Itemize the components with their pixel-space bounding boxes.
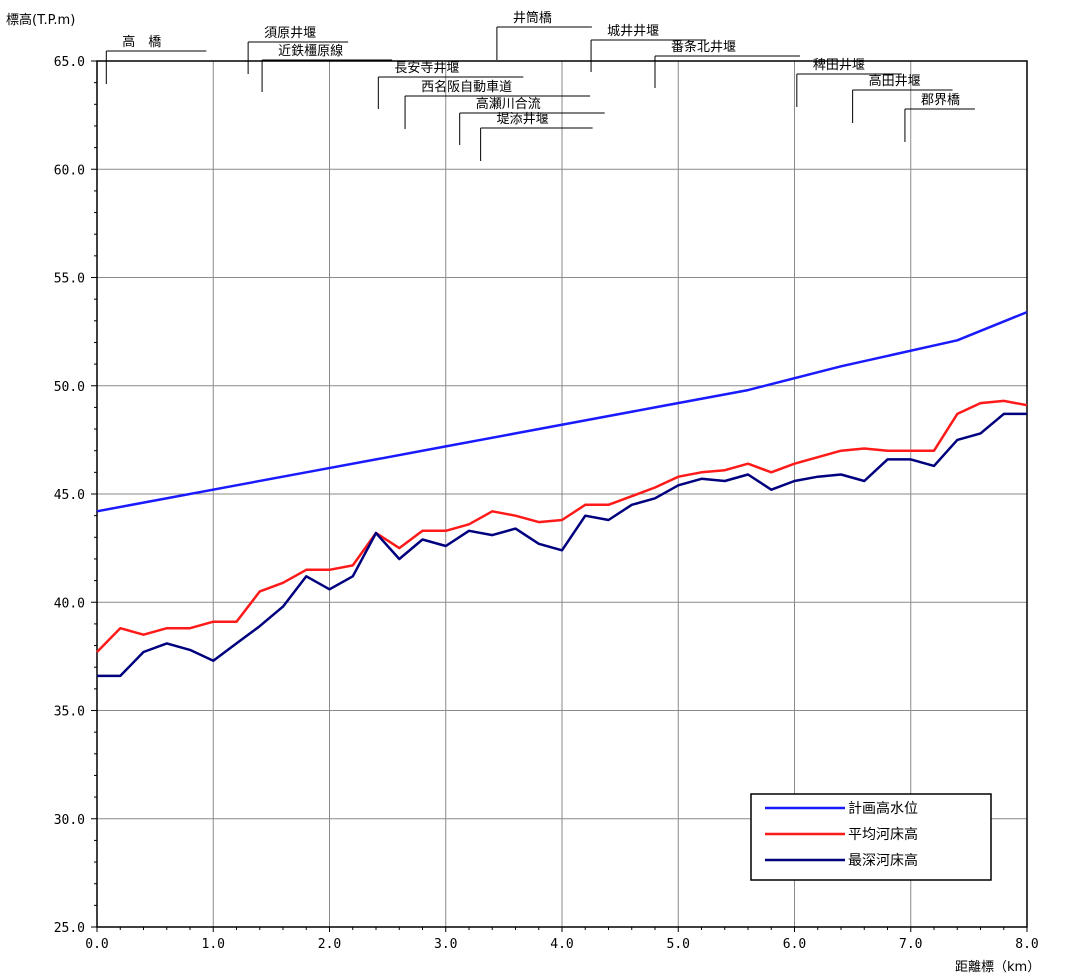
y-tick-label: 55.0 (54, 272, 85, 287)
x-tick-label: 0.0 (85, 937, 108, 952)
annotation-label: 番条北井堰 (671, 39, 736, 55)
y-tick-label: 40.0 (54, 596, 85, 611)
x-tick-label: 3.0 (434, 937, 457, 952)
annotation-label: 長安寺井堰 (394, 61, 459, 76)
annotation-label: 高田井堰 (869, 73, 921, 89)
y-tick-label: 30.0 (54, 813, 85, 828)
series-line (96, 310, 1028, 513)
legend-label: 平均河床高 (848, 826, 918, 843)
plot-frame (96, 60, 1028, 928)
x-tick-label: 1.0 (202, 937, 225, 952)
annotation-label: 近鉄橿原線 (278, 43, 343, 59)
annotation-label: 井筒橋 (513, 10, 552, 26)
y-axis-label: 標高(T.P.m) (6, 12, 75, 28)
legend-label: 最深河床高 (848, 852, 918, 869)
series-line (96, 399, 1028, 653)
y-tick-label: 35.0 (54, 705, 85, 720)
annotation-label: 堤添井堰 (497, 112, 549, 127)
y-tick-label: 60.0 (54, 163, 85, 178)
x-tick-label: 7.0 (899, 937, 922, 952)
annotation-label: 郡界橋 (921, 93, 960, 108)
annotation-label: 須原井堰 (264, 26, 316, 41)
x-tick-label: 6.0 (783, 937, 806, 952)
x-tick-label: 8.0 (1015, 937, 1038, 952)
legend-label: 計画高水位 (848, 800, 918, 817)
annotation-label: 高 橋 (122, 34, 161, 50)
x-tick-label: 4.0 (550, 937, 573, 952)
annotation-label: 高瀬川合流 (476, 96, 541, 112)
y-tick-label: 65.0 (54, 55, 85, 70)
x-tick-label: 2.0 (318, 937, 341, 952)
y-tick-label: 45.0 (54, 488, 85, 503)
series-line (97, 412, 1027, 678)
axes: 0.0 1.0 2.0 3.0 4.0 5.0 6.0 7.0 8.0 25.0 30.0 35.0 4… (54, 55, 1039, 952)
annotation-label: 城井井堰 (607, 24, 659, 39)
annotation-label: 西名阪自動車道 (421, 79, 512, 95)
y-tick-label: 25.0 (54, 921, 85, 936)
series-lines (96, 310, 1028, 678)
y-tick-label: 50.0 (54, 380, 85, 395)
annotation-label: 稗田井堰 (813, 58, 865, 73)
x-axis-label: 距離標（km） (955, 960, 1040, 975)
x-tick-label: 5.0 (667, 937, 690, 952)
